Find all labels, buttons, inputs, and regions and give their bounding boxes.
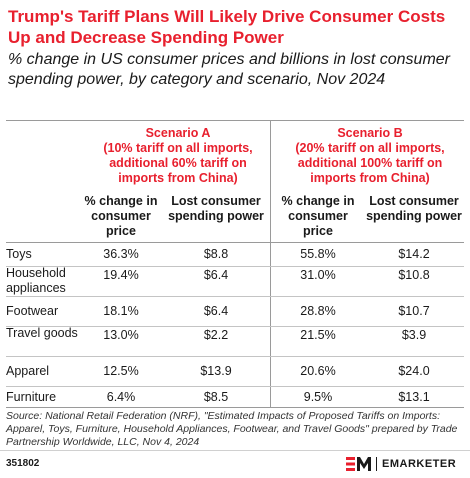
- brand-name: EMARKETER: [382, 458, 457, 470]
- table-cell: $10.7: [398, 304, 430, 318]
- row-label: Household appliances: [6, 266, 66, 295]
- row-divider: [6, 326, 464, 327]
- scenario-a-description: (10% tariff on all imports, additional 6…: [103, 141, 253, 185]
- table-cell: $14.2: [398, 247, 430, 261]
- table-cell: 55.8%: [300, 247, 336, 261]
- table-cell: 12.5%: [103, 364, 139, 378]
- table-cell: 36.3%: [103, 247, 139, 261]
- data-table: Scenario A (10% tariff on all imports, a…: [6, 120, 464, 408]
- table-cell: 19.4%: [103, 268, 139, 282]
- source-note: Source: National Retail Federation (NRF)…: [6, 410, 458, 448]
- row-divider: [6, 356, 464, 357]
- column-header: % change in consumer price: [281, 194, 355, 238]
- column-header: Lost consumer spending power: [366, 194, 462, 223]
- table-cell: 28.8%: [300, 304, 336, 318]
- row-label: Furniture: [6, 390, 57, 404]
- table-cell: 13.0%: [103, 328, 139, 342]
- chart-title: Trump's Tariff Plans Will Likely Drive C…: [8, 7, 446, 47]
- column-header: Lost consumer spending power: [168, 194, 264, 223]
- table-cell: $8.5: [203, 390, 229, 404]
- chart-id: 351802: [6, 458, 40, 469]
- scenario-b-header: Scenario B (20% tariff on all imports, a…: [278, 126, 462, 186]
- table-cell: $2.2: [203, 328, 229, 342]
- table-cell: 20.6%: [300, 364, 336, 378]
- table-cell: $10.8: [398, 268, 430, 282]
- table-cell: $24.0: [398, 364, 430, 378]
- emarketer-logo[interactable]: EMARKETER: [346, 456, 464, 472]
- column-header: % change in consumer price: [84, 194, 158, 238]
- table-cell: $6.4: [203, 268, 229, 282]
- table-cell: 6.4%: [106, 390, 136, 404]
- table-cell: $6.4: [203, 304, 229, 318]
- row-label: Footwear: [6, 304, 59, 318]
- em-logo-icon: [346, 457, 371, 471]
- table-cell: 18.1%: [103, 304, 139, 318]
- row-label: Travel goods: [6, 326, 78, 340]
- chart-subtitle: % change in US consumer prices and billi…: [8, 51, 450, 88]
- footer-divider: [0, 450, 470, 451]
- scenario-a-header: Scenario A (10% tariff on all imports, a…: [86, 126, 270, 186]
- table-cell: 21.5%: [300, 328, 336, 342]
- table-frame: [6, 120, 464, 408]
- table-cell: 31.0%: [300, 268, 336, 282]
- table-cell: 9.5%: [303, 390, 333, 404]
- logo-separator: [376, 457, 377, 471]
- scenario-divider: [270, 120, 271, 408]
- scenario-b-description: (20% tariff on all imports, additional 1…: [295, 141, 445, 185]
- row-label: Apparel: [6, 364, 50, 378]
- table-cell: $13.1: [398, 390, 430, 404]
- scenario-b-name: Scenario B: [337, 126, 403, 140]
- table-cell: $13.9: [200, 364, 232, 378]
- table-cell: $8.8: [203, 247, 229, 261]
- row-divider: [6, 386, 464, 387]
- row-divider: [6, 296, 464, 297]
- table-cell: $3.9: [401, 328, 427, 342]
- row-label: Toys: [6, 247, 32, 261]
- row-divider: [6, 242, 464, 243]
- row-divider: [6, 266, 464, 267]
- scenario-a-name: Scenario A: [145, 126, 211, 140]
